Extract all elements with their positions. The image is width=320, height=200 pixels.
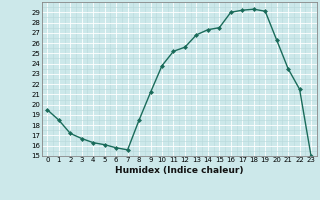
X-axis label: Humidex (Indice chaleur): Humidex (Indice chaleur): [115, 166, 244, 175]
